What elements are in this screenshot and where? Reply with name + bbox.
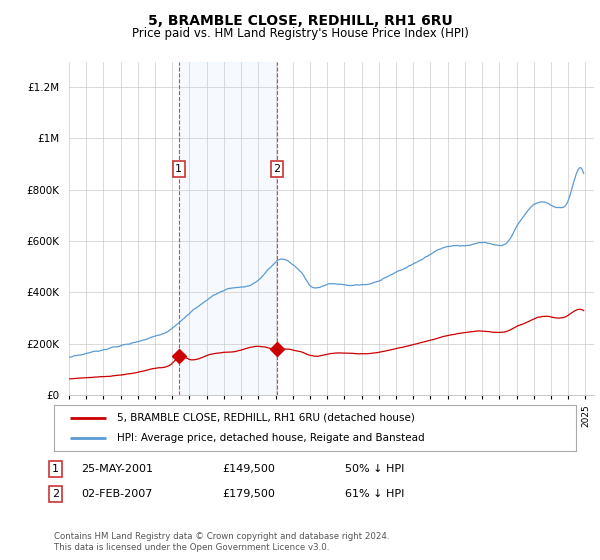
Text: 02-FEB-2007: 02-FEB-2007 [81, 489, 152, 499]
Text: 5, BRAMBLE CLOSE, REDHILL, RH1 6RU: 5, BRAMBLE CLOSE, REDHILL, RH1 6RU [148, 14, 452, 28]
Text: £179,500: £179,500 [222, 489, 275, 499]
Text: HPI: Average price, detached house, Reigate and Banstead: HPI: Average price, detached house, Reig… [116, 433, 424, 443]
Text: 5, BRAMBLE CLOSE, REDHILL, RH1 6RU (detached house): 5, BRAMBLE CLOSE, REDHILL, RH1 6RU (deta… [116, 413, 415, 423]
Text: 1: 1 [175, 164, 182, 174]
Text: £149,500: £149,500 [222, 464, 275, 474]
Text: 2: 2 [52, 489, 59, 499]
Text: Price paid vs. HM Land Registry's House Price Index (HPI): Price paid vs. HM Land Registry's House … [131, 27, 469, 40]
Text: 2: 2 [274, 164, 280, 174]
Text: 61% ↓ HPI: 61% ↓ HPI [345, 489, 404, 499]
Bar [179, 62, 277, 395]
Text: Contains HM Land Registry data © Crown copyright and database right 2024.
This d: Contains HM Land Registry data © Crown c… [54, 532, 389, 552]
Text: 1: 1 [52, 464, 59, 474]
Text: 25-MAY-2001: 25-MAY-2001 [81, 464, 153, 474]
Text: 50% ↓ HPI: 50% ↓ HPI [345, 464, 404, 474]
